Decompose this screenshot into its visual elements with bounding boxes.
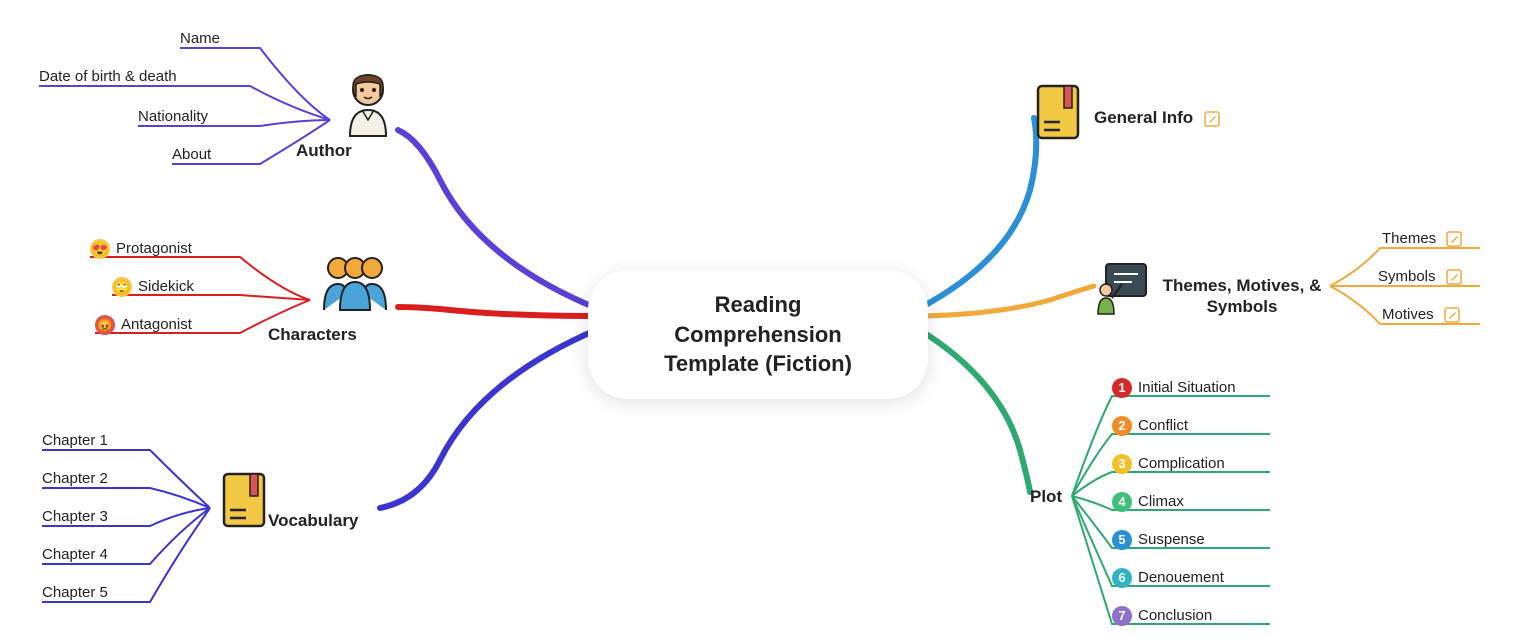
- plot-label[interactable]: Plot: [1030, 486, 1062, 507]
- vocabulary-label[interactable]: Vocabulary: [268, 510, 358, 531]
- themes-label[interactable]: Themes, Motives, & Symbols: [1152, 275, 1332, 318]
- note-icon: [1446, 269, 1462, 285]
- plot-leaf-2[interactable]: 2 Conflict: [1112, 416, 1188, 438]
- note-icon: [1204, 111, 1220, 127]
- plot-badge-4: 4: [1112, 492, 1132, 512]
- center-title-line2: Template (Fiction): [664, 351, 852, 376]
- plot-leaf-3-text: Complication: [1138, 455, 1225, 472]
- themes-label-line2: Symbols: [1207, 297, 1278, 316]
- characters-icon: [320, 254, 390, 319]
- characters-leaf-protagonist[interactable]: 😍 Protagonist: [90, 239, 192, 261]
- center-title-line1: Reading Comprehension: [674, 292, 841, 347]
- general-info-label-text: General Info: [1094, 108, 1193, 127]
- plot-leaf-7[interactable]: 7 Conclusion: [1112, 606, 1212, 628]
- themes-leaf-symbols[interactable]: Symbols: [1378, 268, 1462, 287]
- plot-leaf-6[interactable]: 6 Denouement: [1112, 568, 1224, 590]
- plot-badge-5: 5: [1112, 530, 1132, 550]
- vocabulary-leaf-ch4[interactable]: Chapter 4: [42, 546, 108, 565]
- vocabulary-leaf-ch3[interactable]: Chapter 3: [42, 508, 108, 527]
- vocabulary-leaf-ch2[interactable]: Chapter 2: [42, 470, 108, 489]
- characters-leaf-protagonist-text: Protagonist: [116, 240, 192, 257]
- note-icon: [1446, 231, 1462, 247]
- characters-leaf-antagonist[interactable]: 😡 Antagonist: [95, 315, 192, 337]
- themes-leaf-motives-text: Motives: [1382, 306, 1434, 323]
- plot-badge-6: 6: [1112, 568, 1132, 588]
- plot-leaf-4-text: Climax: [1138, 493, 1184, 510]
- themes-icon: [1094, 260, 1150, 321]
- author-leaf-about[interactable]: About: [172, 146, 211, 165]
- vocabulary-icon: [220, 470, 268, 535]
- center-node[interactable]: Reading Comprehension Template (Fiction): [588, 270, 928, 399]
- note-icon: [1444, 307, 1460, 323]
- plot-leaf-5[interactable]: 5 Suspense: [1112, 530, 1205, 552]
- plot-leaf-1-text: Initial Situation: [1138, 379, 1236, 396]
- characters-leaf-sidekick-text: Sidekick: [138, 278, 194, 295]
- themes-leaf-themes[interactable]: Themes: [1382, 230, 1462, 249]
- characters-leaf-antagonist-text: Antagonist: [121, 316, 192, 333]
- vocabulary-leaf-ch5[interactable]: Chapter 5: [42, 584, 108, 603]
- themes-leaf-motives[interactable]: Motives: [1382, 306, 1460, 325]
- plot-badge-7: 7: [1112, 606, 1132, 626]
- emoji-angry-icon: 😡: [95, 315, 115, 335]
- plot-leaf-1[interactable]: 1 Initial Situation: [1112, 378, 1236, 400]
- themes-leaf-themes-text: Themes: [1382, 230, 1436, 247]
- author-leaf-dob[interactable]: Date of birth & death: [39, 68, 177, 87]
- plot-leaf-4[interactable]: 4 Climax: [1112, 492, 1184, 514]
- plot-badge-2: 2: [1112, 416, 1132, 436]
- general-info-label[interactable]: General Info: [1094, 107, 1220, 128]
- plot-badge-1: 1: [1112, 378, 1132, 398]
- mindmap-canvas: Reading Comprehension Template (Fiction)…: [0, 0, 1529, 638]
- themes-label-line1: Themes, Motives, &: [1163, 276, 1322, 295]
- plot-leaf-2-text: Conflict: [1138, 417, 1188, 434]
- themes-leaf-symbols-text: Symbols: [1378, 268, 1436, 285]
- author-icon: [340, 70, 396, 143]
- plot-badge-3: 3: [1112, 454, 1132, 474]
- general-info-icon: [1034, 82, 1082, 147]
- emoji-heart-eyes-icon: 😍: [90, 239, 110, 259]
- plot-leaf-6-text: Denouement: [1138, 569, 1224, 586]
- emoji-neutral-icon: 🙄: [112, 277, 132, 297]
- author-leaf-name[interactable]: Name: [180, 30, 220, 49]
- plot-leaf-5-text: Suspense: [1138, 531, 1205, 548]
- plot-leaf-7-text: Conclusion: [1138, 607, 1212, 624]
- vocabulary-leaf-ch1[interactable]: Chapter 1: [42, 432, 108, 451]
- plot-leaf-3[interactable]: 3 Complication: [1112, 454, 1225, 476]
- author-leaf-nationality[interactable]: Nationality: [138, 108, 208, 127]
- characters-label[interactable]: Characters: [268, 324, 357, 345]
- author-label[interactable]: Author: [296, 140, 352, 161]
- characters-leaf-sidekick[interactable]: 🙄 Sidekick: [112, 277, 194, 299]
